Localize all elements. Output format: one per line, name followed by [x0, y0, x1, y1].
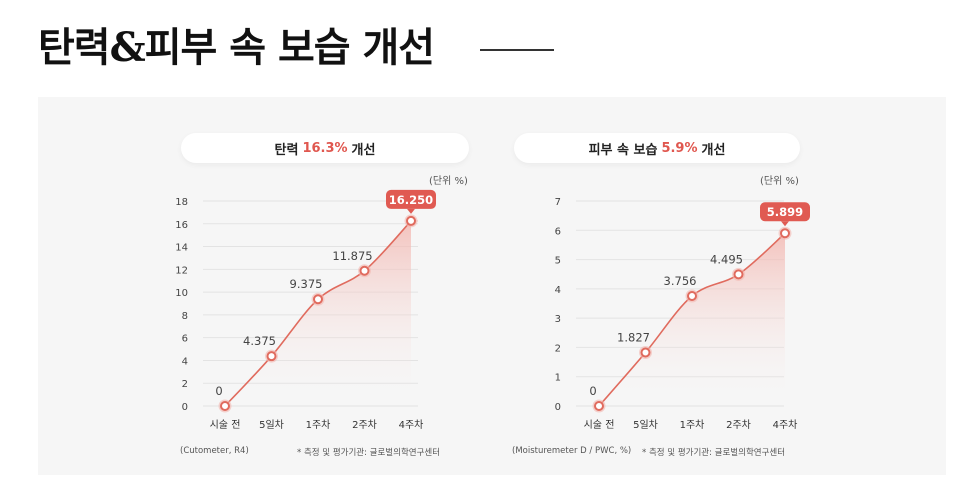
- data-point: [733, 269, 744, 280]
- chart-header-prefix: 피부 속 보습: [588, 142, 658, 158]
- footnote-institution: * 측정 및 평가기관: 글로벌의학연구센터: [297, 448, 441, 458]
- y-tick-label: 0: [182, 402, 188, 413]
- y-tick-label: 7: [555, 197, 561, 208]
- x-tick-label: 5일차: [633, 419, 658, 431]
- y-tick-label: 14: [175, 243, 188, 254]
- chart-header-suffix: 개선: [701, 142, 726, 158]
- y-tick-label: 3: [555, 314, 561, 325]
- y-tick-label: 10: [175, 288, 188, 299]
- data-point: [687, 291, 697, 302]
- x-tick-label: 시술 전: [584, 419, 615, 431]
- data-label: 16.250: [389, 193, 433, 207]
- data-label: 3.756: [664, 274, 697, 288]
- y-tick-label: 6: [555, 226, 561, 237]
- y-tick-label: 16: [175, 220, 188, 231]
- value-badge: [760, 202, 810, 222]
- chart-header-suffix: 개선: [351, 142, 376, 158]
- y-tick-label: 0: [555, 402, 561, 413]
- chart-plot: 0 1 2 3 4 5 6 7 0 1.827 3.756 4.495 5.899 시술 전 5일차 1주차 2…: [555, 197, 810, 431]
- value-badge-pointer: [781, 221, 789, 227]
- title-underline: [480, 49, 554, 51]
- x-tick-label: 2주차: [726, 419, 751, 431]
- chart-moisture: 피부 속 보습 5.9% 개선 (단위 %) 0 1 2 3 4 5 6 7 0 1.827 3.7…: [492, 97, 946, 475]
- chart-header-pill: 피부 속 보습 5.9% 개선: [514, 133, 800, 163]
- x-tick-label: 2주차: [352, 419, 377, 431]
- chart-plot: 0 2 4 6 8 10 12 14 16 18 0 4.375 9.375 11.875 16.250 시술…: [175, 189, 436, 431]
- y-tick-label: 8: [182, 311, 188, 322]
- data-label: 9.375: [290, 277, 323, 291]
- data-point: [594, 401, 604, 411]
- data-point: [780, 228, 790, 239]
- value-badge-pointer: [407, 208, 415, 214]
- data-point: [266, 351, 277, 362]
- chart-header-highlight: 16.3%: [302, 140, 348, 156]
- data-label: 11.875: [332, 249, 372, 263]
- chart-header-highlight: 5.9%: [661, 140, 698, 156]
- x-tick-label: 시술 전: [210, 419, 241, 431]
- y-tick-label: 2: [182, 379, 188, 390]
- x-tick-label: 1주차: [680, 419, 705, 431]
- unit-label: (단위 %): [760, 176, 799, 187]
- y-tick-label: 4: [555, 285, 561, 296]
- x-tick-label: 1주차: [306, 419, 331, 431]
- data-point: [359, 265, 370, 276]
- x-tick-label: 5일차: [259, 419, 284, 431]
- data-point: [313, 294, 323, 305]
- data-label: 0: [589, 384, 596, 398]
- data-point: [220, 401, 230, 411]
- y-tick-label: 18: [175, 197, 188, 208]
- data-label: 0: [215, 384, 222, 398]
- data-point: [640, 347, 651, 358]
- data-point: [406, 215, 416, 226]
- charts-panel: 탄력 16.3% 개선 (단위 %) 0 2 4 6 8 10 12 14 16 18 0 4.375…: [38, 97, 946, 475]
- x-tick-label: 4주차: [399, 419, 424, 431]
- chart-header-pill: 탄력 16.3% 개선: [181, 133, 469, 163]
- page-title: 탄력&피부 속 보습 개선: [38, 24, 435, 71]
- data-label: 4.375: [243, 334, 276, 348]
- y-tick-label: 5: [555, 256, 561, 267]
- y-tick-label: 6: [182, 334, 188, 345]
- y-tick-label: 12: [175, 265, 188, 276]
- footnote-method: (Cutometer, R4): [180, 446, 249, 456]
- y-tick-label: 4: [182, 356, 188, 367]
- x-tick-label: 4주차: [773, 419, 798, 431]
- data-label: 4.495: [710, 252, 743, 266]
- footnote-method: (Moisturemeter D / PWC, %): [512, 446, 632, 456]
- chart-header-prefix: 탄력: [274, 142, 299, 158]
- footnote-institution: * 측정 및 평가기관: 글로벌의학연구센터: [642, 448, 786, 458]
- unit-label: (단위 %): [429, 176, 468, 187]
- data-label: 1.827: [617, 330, 650, 344]
- chart-elasticity: 탄력 16.3% 개선 (단위 %) 0 2 4 6 8 10 12 14 16 18 0 4.375…: [38, 97, 492, 475]
- data-label: 5.899: [767, 205, 803, 219]
- y-tick-label: 1: [555, 373, 561, 384]
- series-area: [225, 220, 411, 406]
- value-badge: [386, 189, 436, 209]
- y-tick-label: 2: [555, 343, 561, 354]
